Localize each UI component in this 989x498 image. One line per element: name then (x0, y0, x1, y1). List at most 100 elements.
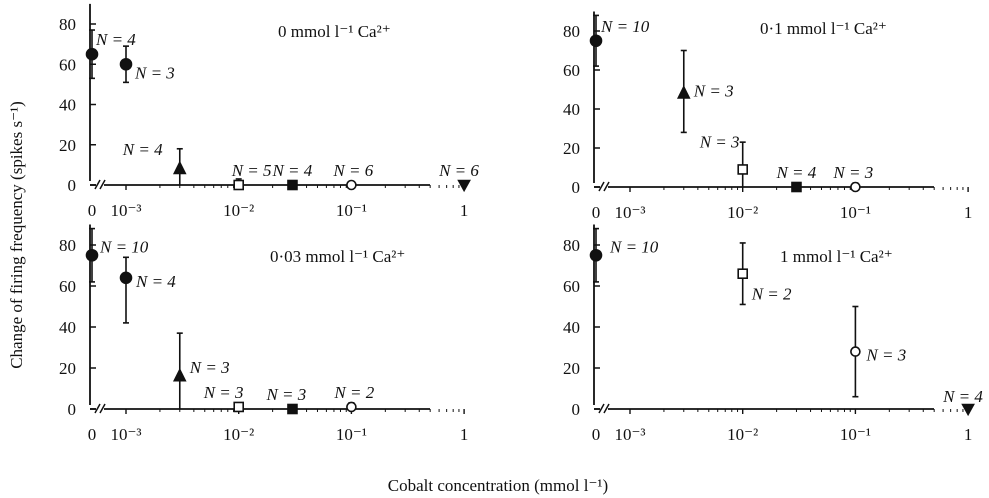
open-circle-marker (850, 181, 861, 193)
x-tick-label: 10⁻³ (614, 425, 645, 444)
panel-1: 0 20 40 60 80 0 10⁻³ 10⁻² 10⁻¹ 1 0 mmol l⁻¹ Ca²⁺ N … (59, 3, 479, 220)
filled-circle-marker (589, 248, 603, 262)
axis-break-mark (603, 181, 610, 192)
x-tick-label: 1 (964, 425, 973, 444)
y-tick-label: 40 (59, 96, 76, 115)
sample-size-label: N = 3 (265, 385, 306, 404)
sample-size-label: N = 10 (609, 237, 659, 256)
data-point: N = 10 (589, 227, 659, 283)
axis-break-mark (99, 403, 106, 414)
data-point: N = 6 (332, 161, 374, 191)
x-tick-label: 0 (88, 201, 97, 220)
y-axis-title: Change of firing frequency (spikes s⁻¹) (7, 101, 26, 369)
axis-break-mark (598, 403, 605, 414)
y-tick-label: 0 (68, 400, 77, 419)
sample-size-label: N = 3 (134, 63, 175, 82)
x-tick-label: 10⁻¹ (840, 425, 871, 444)
axis-break-mark (598, 181, 605, 192)
y-tick-label: 40 (563, 100, 580, 119)
y-tick-label: 40 (563, 318, 580, 337)
data-point: N = 4 (271, 161, 313, 191)
filled-circle-marker (85, 47, 99, 61)
data-point: N = 4 (85, 29, 136, 80)
y-tick-label: 80 (563, 236, 580, 255)
y-tick-label: 60 (59, 277, 76, 296)
data-point: N = 2 (333, 383, 375, 413)
data-point: N = 4 (775, 163, 817, 193)
y-tick-label: 20 (563, 359, 580, 378)
sample-size-label: N = 2 (333, 383, 374, 402)
x-tick-label: 0 (88, 425, 97, 444)
data-point: N = 4 (942, 387, 983, 417)
x-tick-label: 10⁻² (727, 425, 758, 444)
panel-2: 0 20 40 60 80 0 10⁻³ 10⁻² 10⁻¹ 1 0·1 mmol l⁻¹ Ca²⁺… (563, 11, 972, 222)
x-tick-label: 10⁻³ (110, 425, 141, 444)
open-square-marker (737, 268, 749, 280)
data-point: N = 3 (119, 45, 175, 84)
x-tick-label: 0 (592, 203, 601, 222)
y-tick-label: 0 (68, 176, 77, 195)
open-square-marker (233, 401, 244, 413)
sample-size-label: N = 5 (231, 161, 272, 180)
triangle-up-marker (676, 85, 691, 99)
data-point: N = 4 (119, 256, 176, 324)
y-tick-label: 20 (563, 139, 580, 158)
y-tick-label: 0 (572, 178, 581, 197)
data-point: N = 3 (699, 132, 749, 187)
filled-square-marker (287, 179, 298, 191)
sample-size-label: N = 3 (832, 163, 873, 182)
axis-break-mark (94, 403, 101, 414)
sample-size-label: N = 4 (271, 161, 312, 180)
filled-circle-marker (85, 248, 99, 262)
x-tick-label: 10⁻² (223, 425, 254, 444)
data-point: N = 3 (850, 305, 906, 398)
panel-3: 0 20 40 60 80 0 10⁻³ 10⁻² 10⁻¹ 1 0·03 mmol l⁻¹ Ca²… (59, 224, 468, 444)
x-tick-label: 1 (460, 201, 469, 220)
open-square-marker (233, 179, 244, 191)
sample-size-label: N = 6 (332, 161, 373, 180)
y-tick-label: 60 (563, 277, 580, 296)
y-tick-label: 0 (572, 400, 581, 419)
filled-square-marker (791, 181, 802, 193)
open-square-marker (737, 164, 749, 175)
sample-size-label: N = 6 (438, 161, 479, 180)
sample-size-label: N = 4 (135, 272, 176, 291)
sample-size-label: N = 4 (95, 30, 136, 49)
axis-break-mark (99, 179, 106, 190)
axis-break-mark (94, 179, 101, 190)
data-point: N = 2 (737, 242, 792, 306)
calcium-condition-label: 0·1 mmol l⁻¹ Ca²⁺ (760, 19, 887, 38)
triangle-up-marker (172, 367, 187, 382)
y-tick-label: 60 (563, 61, 580, 80)
y-tick-label: 40 (59, 318, 76, 337)
axis-break-mark (603, 403, 610, 414)
y-tick-label: 80 (563, 22, 580, 41)
y-tick-label: 20 (59, 359, 76, 378)
sample-size-label: N = 3 (699, 132, 740, 151)
data-point: N = 3 (172, 332, 230, 409)
x-tick-label: 10⁻³ (110, 201, 141, 220)
sample-size-label: N = 2 (751, 285, 792, 304)
data-point: N = 6 (438, 161, 479, 193)
filled-circle-marker (119, 271, 133, 285)
sample-size-label: N = 4 (122, 140, 163, 159)
calcium-condition-label: 0 mmol l⁻¹ Ca²⁺ (278, 22, 391, 41)
data-point: N = 3 (203, 383, 244, 413)
sample-size-label: N = 3 (189, 358, 230, 377)
sample-size-label: N = 4 (942, 387, 983, 406)
filled-square-marker (287, 403, 298, 415)
sample-size-label: N = 10 (600, 17, 650, 36)
sample-size-label: N = 3 (865, 346, 906, 365)
x-tick-label: 10⁻² (223, 201, 254, 220)
x-tick-label: 0 (592, 425, 601, 444)
data-point: N = 10 (589, 14, 650, 67)
x-tick-label: 10⁻² (727, 203, 758, 222)
open-circle-marker (346, 401, 357, 413)
data-point: N = 5 (231, 161, 272, 191)
x-tick-label: 10⁻³ (614, 203, 645, 222)
sample-size-label: N = 4 (775, 163, 816, 182)
triangle-down-marker (457, 179, 471, 193)
sample-size-label: N = 3 (203, 383, 244, 402)
data-point: N = 3 (832, 163, 873, 193)
open-circle-marker (850, 346, 861, 357)
